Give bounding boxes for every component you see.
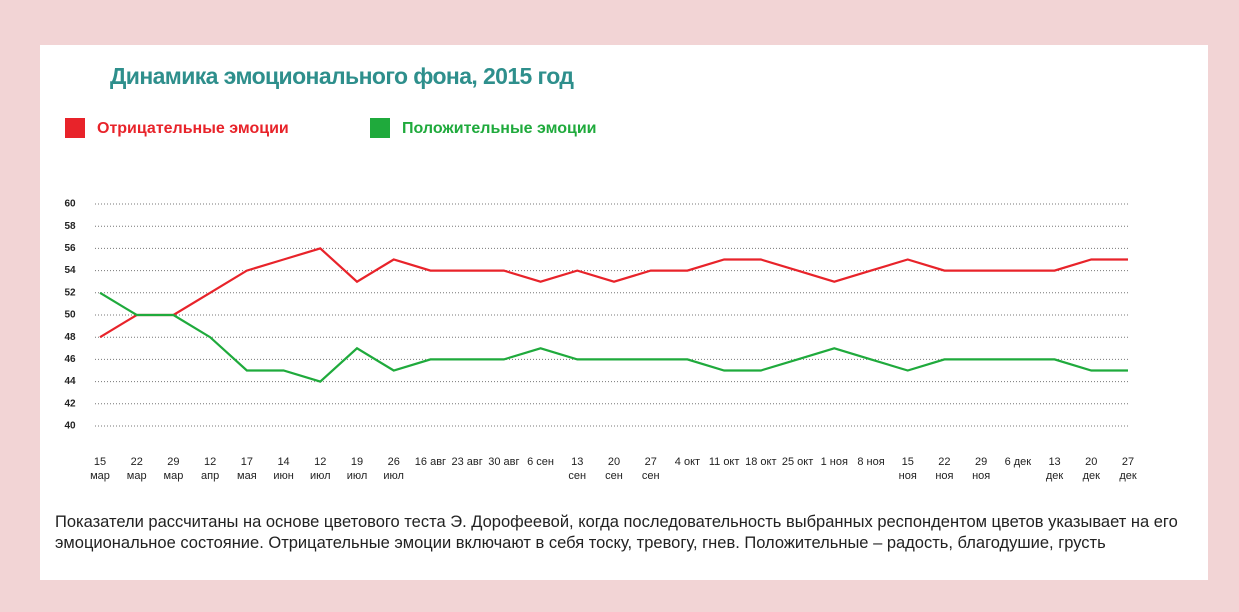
x-tick-label: 13 дек [1045, 456, 1064, 482]
x-tick-label: 29 мар [163, 456, 184, 482]
legend-swatch [370, 118, 390, 138]
chart-title: Динамика эмоционального фона, 2015 год [110, 63, 574, 89]
legend-label: Положительные эмоции [402, 120, 597, 137]
x-tick-label: 15 мар [90, 456, 110, 482]
x-tick-label: 23 авг [451, 456, 483, 468]
x-tick-label: 20 дек [1082, 456, 1100, 482]
x-tick-label: 14 июн [273, 456, 294, 482]
x-tick-label: 30 авг [488, 456, 520, 468]
x-tick-label: 1 ноя [820, 456, 848, 468]
x-tick-label: 29 ноя [972, 456, 991, 482]
x-tick-label: 26 июл [383, 456, 404, 482]
y-tick-label: 48 [64, 332, 76, 343]
legend-swatch [65, 118, 85, 138]
x-tick-label: 6 сен [527, 456, 554, 468]
x-tick-label: 27 сен [641, 456, 660, 482]
x-tick-label: 22 мар [126, 456, 147, 482]
x-tick-label: 12 июл [309, 456, 331, 482]
x-tick-label: 19 июл [346, 456, 368, 482]
y-tick-label: 50 [64, 310, 76, 321]
legend-label: Отрицательные эмоции [97, 120, 289, 137]
x-tick-label: 18 окт [745, 456, 777, 468]
y-tick-label: 60 [64, 199, 76, 210]
y-tick-label: 44 [64, 376, 76, 387]
y-tick-label: 56 [64, 243, 76, 254]
x-tick-label: 4 окт [674, 456, 701, 468]
x-tick-label: 15 ноя [898, 456, 917, 482]
y-tick-label: 58 [64, 221, 76, 232]
x-tick-label: 20 сен [605, 456, 623, 482]
series-line [99, 291, 1128, 383]
x-tick-label: 16 авг [414, 456, 447, 468]
x-tick-label: 11 окт [708, 456, 740, 468]
panel [40, 45, 1208, 580]
y-tick-label: 52 [64, 287, 76, 298]
y-tick-label: 54 [64, 265, 76, 276]
x-tick-label: 13 сен [568, 456, 587, 482]
x-tick-label: 27 дек [1119, 456, 1137, 482]
footnote: Показатели рассчитаны на основе цветовог… [55, 513, 1178, 552]
y-tick-label: 46 [64, 354, 76, 365]
x-tick-label: 6 дек [1004, 456, 1032, 468]
x-tick-label: 17 мая [237, 456, 257, 482]
x-tick-label: 12 апр [201, 456, 220, 482]
y-tick-label: 42 [64, 398, 76, 409]
x-tick-label: 22 ноя [935, 456, 954, 482]
x-tick-label: 25 окт [781, 456, 814, 468]
x-tick-label: 8 ноя [857, 456, 885, 468]
series-line [99, 247, 1128, 339]
y-tick-label: 40 [64, 421, 76, 432]
